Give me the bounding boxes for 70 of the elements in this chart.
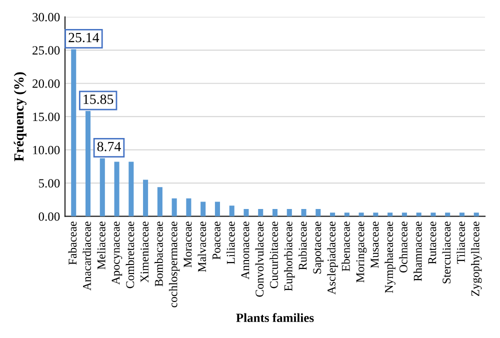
y-tick-label: 0.00 xyxy=(38,212,60,221)
x-tick-label: Ochnaceae xyxy=(399,222,408,272)
bar xyxy=(402,212,407,216)
x-tick-label: Poaceae xyxy=(212,222,220,260)
x-tick-label: Bombacaceae xyxy=(154,222,163,286)
bar xyxy=(186,198,192,216)
y-tick-label: 15.00 xyxy=(33,112,60,122)
x-axis-title: Plants families xyxy=(236,313,314,322)
bar xyxy=(172,198,177,216)
bar xyxy=(272,209,278,216)
x-tick-label: Sterculiaceae xyxy=(442,222,451,284)
x-tick-label: Ximeniaceae xyxy=(140,222,149,283)
bar xyxy=(301,209,306,216)
x-tick-label: Meliaceae xyxy=(97,222,106,270)
bar xyxy=(316,209,321,216)
data-label: 15.85 xyxy=(84,94,114,104)
x-tick-label: Combretaceae xyxy=(126,222,134,288)
x-tick-label: Nymphaeaceae xyxy=(384,222,396,293)
bar xyxy=(214,202,220,216)
x-tick-label: Rutaceae xyxy=(428,222,436,264)
x-tick-label: Rubiaceae xyxy=(298,222,307,270)
data-label: 25.14 xyxy=(68,32,100,42)
x-tick-label: Ebenaceae xyxy=(342,222,350,272)
bar xyxy=(286,209,292,216)
bar xyxy=(200,202,206,216)
x-tick-label: Musaceae xyxy=(370,222,379,268)
y-tick-label: 5.00 xyxy=(38,179,60,188)
y-axis-title: Fréquency (%) xyxy=(14,72,26,162)
bar xyxy=(157,187,162,216)
x-tick-label: Moraceae xyxy=(184,222,192,268)
bar xyxy=(445,212,450,216)
data-label: 8.74 xyxy=(97,142,121,152)
bar xyxy=(114,162,120,216)
bar xyxy=(128,162,134,216)
bar xyxy=(358,212,364,216)
bar xyxy=(258,209,264,216)
x-tick-label: Zygophyllaceae xyxy=(471,222,482,296)
bar xyxy=(373,212,378,216)
x-tick-label: Euphorbiaceae xyxy=(284,222,295,291)
y-tick-label: 20.00 xyxy=(32,79,60,88)
bar xyxy=(244,209,249,216)
y-tick-label: 25.00 xyxy=(32,46,60,55)
x-tick-label: Moringaceae xyxy=(356,222,367,282)
bar xyxy=(71,49,76,216)
bar xyxy=(459,212,465,216)
bar xyxy=(344,212,350,216)
bar xyxy=(100,158,105,216)
bar xyxy=(229,206,234,216)
x-tick-label: Tiliaceae xyxy=(456,222,465,264)
bar xyxy=(474,212,479,216)
bar xyxy=(416,212,422,216)
x-tick-label: Rhamnaceae xyxy=(413,222,422,282)
x-tick-label: Anacardiaceae xyxy=(82,222,91,291)
bar xyxy=(85,110,91,216)
bar xyxy=(430,212,436,216)
x-tick-label: Malvaceae xyxy=(198,222,206,272)
y-tick-label: 30.00 xyxy=(32,12,60,22)
bar xyxy=(143,180,148,216)
x-tick-label: Fabaceae xyxy=(68,222,77,265)
x-tick-label: Convolvulaceae xyxy=(255,222,264,297)
y-tick-label: 10.00 xyxy=(33,146,60,154)
bar xyxy=(330,212,336,216)
x-tick-label: Liliaceae xyxy=(226,222,235,264)
x-tick-label: Annonaceae xyxy=(241,222,250,280)
x-tick-label: Apocynaceae xyxy=(112,222,122,285)
x-tick-label: Sapotaceae xyxy=(313,222,324,274)
x-tick-label: cochlospermaceae xyxy=(168,222,180,308)
bar xyxy=(388,212,393,216)
x-tick-label: Asclepiadaceae xyxy=(327,222,338,294)
x-tick-label: Cucurbitaceae xyxy=(270,222,278,288)
